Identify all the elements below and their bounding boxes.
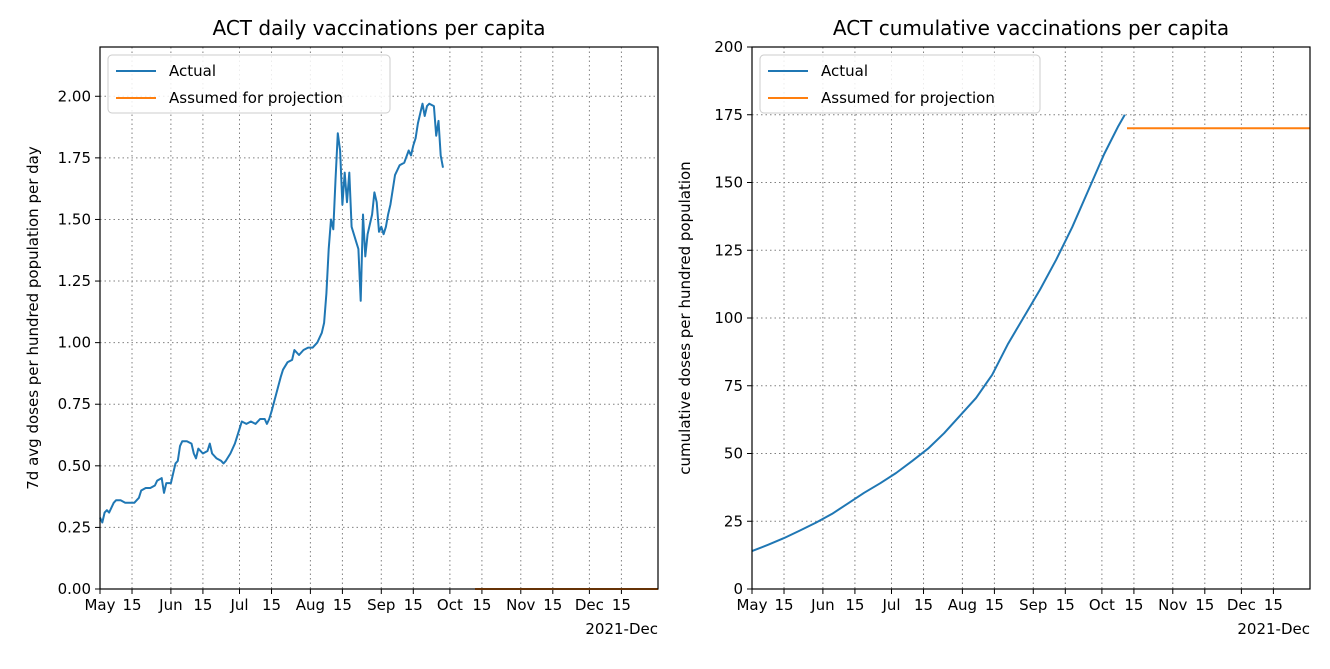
x-tick-label: 15 [1264, 596, 1283, 614]
x-tick-label: Oct [1089, 596, 1115, 614]
x-tick-label: Jun [158, 596, 182, 614]
right-chart-cumulative-vaccinations: 0 25 50 75 100 125 150 175 200 May 15 Jun 15 Jul 15 Aug… [676, 16, 1311, 638]
y-tick-label: 0.00 [58, 580, 91, 598]
y-tick-label: 100 [714, 309, 743, 327]
y-axis-label: cumulative doses per hundred population [676, 161, 694, 474]
y-tick-label: 1.00 [58, 334, 91, 352]
left-chart-daily-vaccinations: 0.00 0.25 0.50 0.75 1.00 1.25 1.50 1.75 2.00 May 1… [24, 16, 659, 638]
x-tick-label: 15 [543, 596, 562, 614]
x-tick-label: 15 [612, 596, 631, 614]
chart-title: ACT cumulative vaccinations per capita [833, 16, 1229, 40]
x-tick-label: Nov [506, 596, 535, 614]
y-axis-label: 7d avg doses per hundred population per … [24, 146, 42, 490]
y-tick-label: 150 [714, 174, 743, 192]
x-tick-label: May [84, 596, 115, 614]
y-tick-label: 1.25 [58, 272, 91, 290]
legend: Actual Assumed for projection [759, 54, 1041, 114]
legend-box [107, 54, 391, 114]
y-tick-label: 0.25 [58, 518, 91, 536]
series-line-actual [751, 114, 1126, 553]
legend-label: Assumed for projection [821, 89, 995, 107]
x-tick-label: Jun [810, 596, 834, 614]
y-tick-label: 125 [714, 241, 743, 259]
chart-title: ACT daily vaccinations per capita [213, 16, 546, 40]
x-tick-label: 15 [1056, 596, 1075, 614]
grid [99, 47, 658, 590]
x-tick-label: Aug [296, 596, 325, 614]
y-tick-label: 2.00 [58, 87, 91, 105]
x-tick-label: Aug [948, 596, 977, 614]
y-tick-label: 0.50 [58, 457, 91, 475]
legend-box [759, 54, 1041, 114]
legend-label: Actual [821, 62, 868, 80]
x-tick-label: 15 [1195, 596, 1214, 614]
y-tick-label: 25 [724, 512, 743, 530]
y-tick-label: 0.75 [58, 395, 91, 413]
x-tick-label: Dec [1227, 596, 1256, 614]
x-tick-label: 15 [193, 596, 212, 614]
y-tick-label: 50 [724, 445, 743, 463]
y-tick-label: 1.75 [58, 149, 91, 167]
axes-frame [751, 46, 1311, 590]
x-tick-label: 15 [472, 596, 491, 614]
x-offset-label: 2021-Dec [1237, 620, 1310, 638]
x-tick-label: 15 [985, 596, 1004, 614]
x-tick-label: 15 [333, 596, 352, 614]
legend-label: Actual [169, 62, 216, 80]
y-tick-label: 175 [714, 106, 743, 124]
legend: Actual Assumed for projection [107, 54, 391, 114]
x-tick-label: Nov [1158, 596, 1187, 614]
x-tick-label: 15 [122, 596, 141, 614]
x-tick-label: 15 [404, 596, 423, 614]
y-tick-label: 1.50 [58, 210, 91, 228]
y-tick-label: 200 [714, 38, 743, 56]
x-tick-label: Sep [367, 596, 395, 614]
legend-label: Assumed for projection [169, 89, 343, 107]
y-tick-label: 75 [724, 377, 743, 395]
x-tick-label: 15 [262, 596, 281, 614]
x-tick-label: 15 [1124, 596, 1143, 614]
x-tick-label: 15 [845, 596, 864, 614]
x-tick-label: Oct [437, 596, 463, 614]
series-line-actual [99, 102, 444, 524]
y-tick-label: 0 [733, 580, 743, 598]
x-tick-label: Dec [575, 596, 604, 614]
x-tick-label: Sep [1019, 596, 1047, 614]
x-tick-label: 15 [774, 596, 793, 614]
x-tick-label: Jul [229, 596, 248, 614]
axes-frame [99, 46, 659, 590]
x-offset-label: 2021-Dec [585, 620, 658, 638]
x-tick-label: Jul [881, 596, 900, 614]
x-tick-label: 15 [914, 596, 933, 614]
x-tick-label: May [736, 596, 767, 614]
